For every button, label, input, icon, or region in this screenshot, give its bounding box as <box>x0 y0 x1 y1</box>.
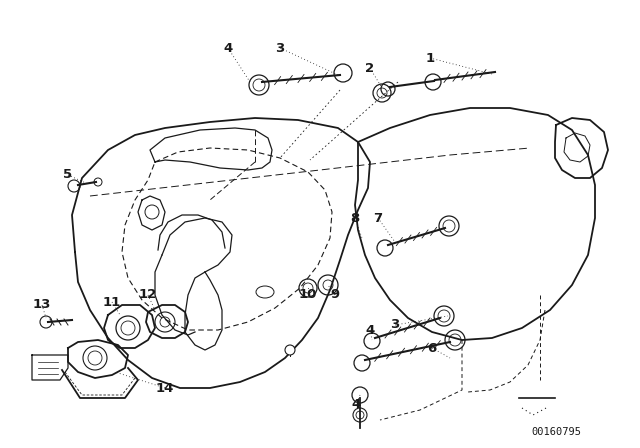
Text: 10: 10 <box>299 289 317 302</box>
Text: 6: 6 <box>428 341 436 354</box>
Text: 3: 3 <box>275 42 285 55</box>
Text: 11: 11 <box>103 296 121 309</box>
Text: 4: 4 <box>223 42 232 55</box>
Text: 00160795: 00160795 <box>531 427 581 437</box>
Text: 4: 4 <box>365 323 374 336</box>
Text: 12: 12 <box>139 289 157 302</box>
Text: 3: 3 <box>390 319 399 332</box>
Text: 8: 8 <box>350 211 360 224</box>
Text: 1: 1 <box>426 52 435 65</box>
Text: 5: 5 <box>63 168 72 181</box>
Text: 2: 2 <box>365 61 374 74</box>
Text: 13: 13 <box>33 298 51 311</box>
Circle shape <box>285 345 295 355</box>
Text: 7: 7 <box>373 211 383 224</box>
Text: 14: 14 <box>156 382 174 395</box>
Text: 9: 9 <box>330 289 340 302</box>
Text: 4: 4 <box>351 399 360 412</box>
